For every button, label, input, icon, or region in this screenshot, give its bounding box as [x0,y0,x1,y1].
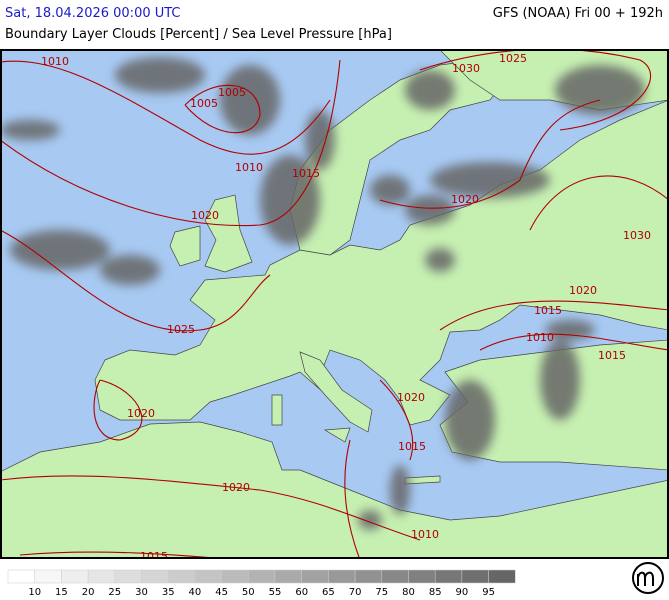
isobar-label: 1020 [191,209,219,222]
isobar-label: 1010 [41,55,69,68]
legend-swatch [7,569,35,584]
legend-swatch [34,569,62,584]
isobar-label: 1015 [534,304,562,317]
great-britain [204,194,253,273]
map-title: Boundary Layer Clouds [Percent] / Sea Le… [5,27,392,42]
legend-swatch [221,569,249,584]
legend-label: 10 [28,587,41,598]
isobar-label: 1015 [292,167,320,180]
legend-swatch [167,569,196,584]
legend: 10 15 20 25 30 35 40 45 50 55 60 65 70 75 80 85 90 95 [7,562,664,598]
legend-swatch [248,569,276,584]
isobar-label: 1015 [140,550,168,560]
isobar-label: 1020 [569,284,597,297]
legend-label: 15 [55,587,68,598]
legend-label: 45 [215,587,228,598]
legend-swatch [301,569,329,584]
isobar-label: 1015 [598,349,626,362]
italy [299,351,373,433]
legend-swatch [328,569,356,584]
isobar-label: 1025 [499,52,527,65]
isobar-label: 1030 [452,62,480,75]
isobar-label: 1005 [218,86,246,99]
legend-swatch [141,569,169,584]
isobar-label: 1015 [398,440,426,453]
isobar-label: 1010 [526,331,554,344]
legend-label: 90 [456,587,469,598]
isobar-label: 1010 [235,161,263,174]
isobar-label: 1020 [451,193,479,206]
legend-label: 35 [162,587,175,598]
legend-swatch [114,569,142,584]
logo [632,562,664,594]
legend-swatch [461,569,489,584]
legend-label: 25 [108,587,121,598]
clouds [1,57,645,530]
isobar-label: 1020 [397,391,425,404]
sicily [323,427,351,443]
isobar-label: 1030 [623,229,651,242]
legend-scale: 10 15 20 25 30 35 40 45 50 55 60 65 70 75 80 85 90 95 [7,569,516,598]
legend-label: 40 [189,587,202,598]
model-run: GFS (NOAA) Fri 00 + 192h [492,6,663,21]
legend-label: 95 [482,587,495,598]
legend-swatch [408,569,436,584]
legend-label: 75 [375,587,388,598]
legend-label: 60 [295,587,308,598]
legend-swatch [87,569,116,584]
isobars [1,50,668,558]
legend-label: 55 [269,587,282,598]
legend-swatch [434,569,463,584]
legend-label: 50 [242,587,255,598]
isobar-label: 1005 [190,97,218,110]
isobar-label: 1020 [127,407,155,420]
isobar-label: 1025 [167,323,195,336]
legend-label: 20 [82,587,95,598]
sardinia [271,394,283,426]
legend-swatch [354,569,383,584]
legend-swatch [488,569,516,584]
legend-label: 80 [402,587,415,598]
isobar-label: 1020 [222,481,250,494]
isobar-label: 1010 [411,528,439,541]
ireland [169,225,201,267]
legend-swatch [194,569,222,584]
legend-swatch [61,569,89,584]
datetime: Sat, 18.04.2026 00:00 UTC [5,6,181,21]
legend-label: 30 [135,587,148,598]
map-frame [0,49,669,559]
africa [1,421,668,558]
legend-swatch [274,569,302,584]
legend-label: 70 [349,587,362,598]
legend-label: 85 [429,587,442,598]
legend-label: 65 [322,587,335,598]
legend-swatch [381,569,409,584]
